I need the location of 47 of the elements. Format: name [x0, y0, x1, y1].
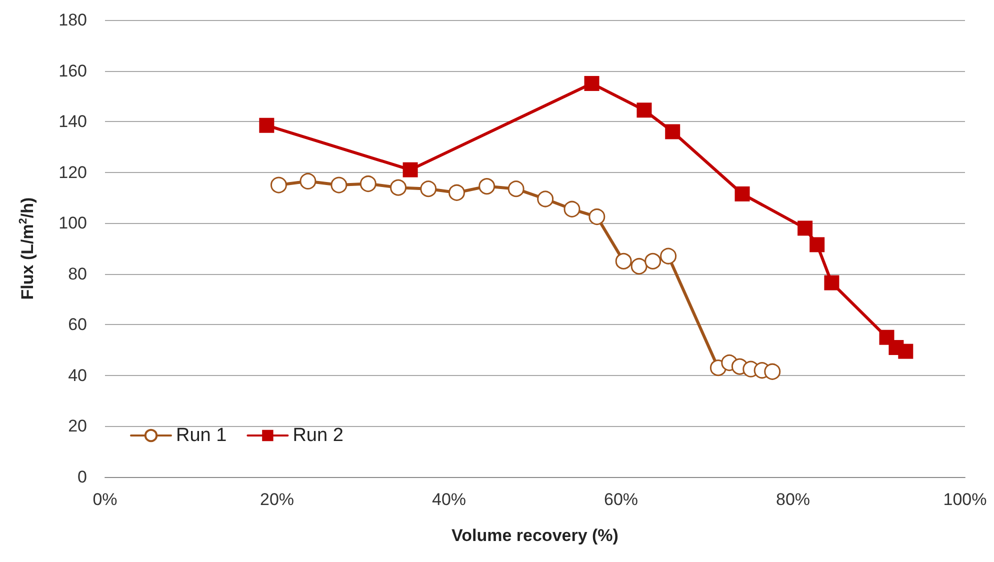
x-tick-label: 80%: [776, 490, 810, 509]
y-tick-label: 60: [68, 315, 87, 334]
point: [402, 162, 418, 178]
y-tick-label: 100: [58, 214, 87, 233]
x-tick-label: 20%: [260, 490, 294, 509]
y-axis-title: Flux (L/m2/h): [18, 197, 37, 300]
y-tick-label: 40: [68, 366, 87, 385]
y-tick-label: 160: [58, 61, 87, 80]
point: [630, 258, 648, 275]
x-tick-label: 40%: [432, 490, 466, 509]
point: [390, 179, 407, 196]
point: [330, 176, 348, 194]
point: [420, 180, 437, 198]
y-tick-label: 80: [68, 264, 87, 284]
point: [644, 252, 662, 270]
y-tick-label: 140: [58, 112, 87, 132]
legend-label: Run 2: [292, 425, 344, 446]
legend-label: Run 1: [176, 425, 227, 446]
point: [508, 180, 524, 198]
point: [564, 200, 580, 218]
x-tick-label: 60%: [604, 490, 638, 509]
point: [898, 344, 914, 359]
y-tick-label: 180: [58, 10, 87, 30]
x-tick-label: 100%: [943, 490, 987, 509]
point: [360, 176, 376, 192]
point: [764, 363, 781, 380]
point: [810, 237, 825, 252]
point: [270, 176, 287, 194]
x-tick-label: 0%: [92, 490, 118, 509]
point: [584, 76, 600, 91]
point: [588, 208, 606, 226]
point: [259, 118, 274, 133]
point: [824, 275, 840, 290]
y-tick-label: 0: [78, 468, 87, 486]
y-tick-label: 20: [68, 416, 87, 436]
point: [537, 190, 554, 208]
point: [734, 186, 750, 202]
point: [615, 252, 632, 270]
y-tick-label: 120: [58, 162, 87, 182]
point: [300, 172, 316, 190]
point: [636, 102, 652, 118]
point: [448, 184, 465, 201]
point: [798, 220, 813, 236]
point: [660, 248, 677, 264]
point: [478, 178, 496, 195]
x-axis-title: Volume recovery (%): [452, 526, 618, 545]
point: [665, 124, 680, 140]
